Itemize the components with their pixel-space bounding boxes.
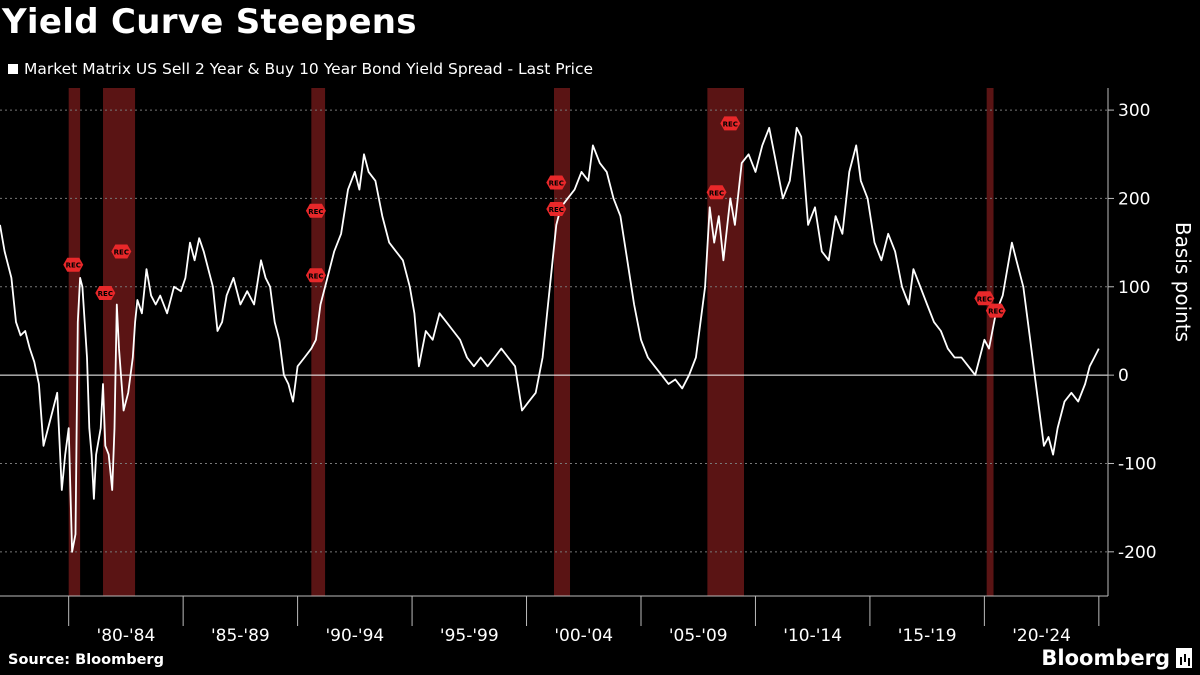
x-tick-label: '10-'14 — [783, 626, 842, 646]
recession-marker-label: REC — [98, 290, 113, 298]
recession-band-3 — [554, 88, 570, 596]
recession-marker-label: REC — [308, 208, 323, 216]
y-tick-label: 200 — [1118, 189, 1150, 209]
x-tick-label: '95-'99 — [440, 626, 499, 646]
recession-marker-label: REC — [723, 120, 738, 128]
y-tick-label: 0 — [1118, 366, 1129, 386]
y-tick-label: -200 — [1118, 543, 1157, 563]
x-tick-label: '00-'04 — [554, 626, 613, 646]
x-tick-label: '85-'89 — [211, 626, 270, 646]
x-tick-label: '05-'09 — [669, 626, 728, 646]
brand-logo: Bloomberg — [1041, 646, 1192, 670]
y-axis-label: Basis points — [1171, 222, 1195, 342]
bloomberg-icon — [1176, 648, 1192, 668]
x-tick-label: '15-'19 — [898, 626, 957, 646]
recession-marker-label: REC — [977, 295, 992, 303]
recession-marker-label: REC — [66, 262, 81, 270]
x-tick-label: '90-'94 — [325, 626, 384, 646]
recession-marker-label: REC — [308, 272, 323, 280]
source-note: Source: Bloomberg — [8, 652, 164, 668]
recession-band-4 — [707, 88, 744, 596]
x-tick-label: '20-'24 — [1012, 626, 1071, 646]
series-line-0 — [0, 128, 1099, 552]
recession-band-2 — [311, 88, 325, 596]
brand-name: Bloomberg — [1041, 646, 1170, 670]
y-tick-label: 300 — [1118, 101, 1150, 121]
recession-marker-label: REC — [114, 248, 129, 256]
recession-marker-label: REC — [549, 180, 564, 188]
y-tick-label: -100 — [1118, 454, 1157, 474]
x-tick-label: '80-'84 — [97, 626, 156, 646]
line-chart: -200 -100 0 100 200 300 '80-'84 '85-'89 '90-'94 '… — [0, 0, 1200, 675]
recession-marker-label: REC — [988, 308, 1003, 316]
recession-marker-label: REC — [549, 206, 564, 214]
recession-marker-label: REC — [709, 189, 724, 197]
y-tick-label: 100 — [1118, 278, 1150, 298]
